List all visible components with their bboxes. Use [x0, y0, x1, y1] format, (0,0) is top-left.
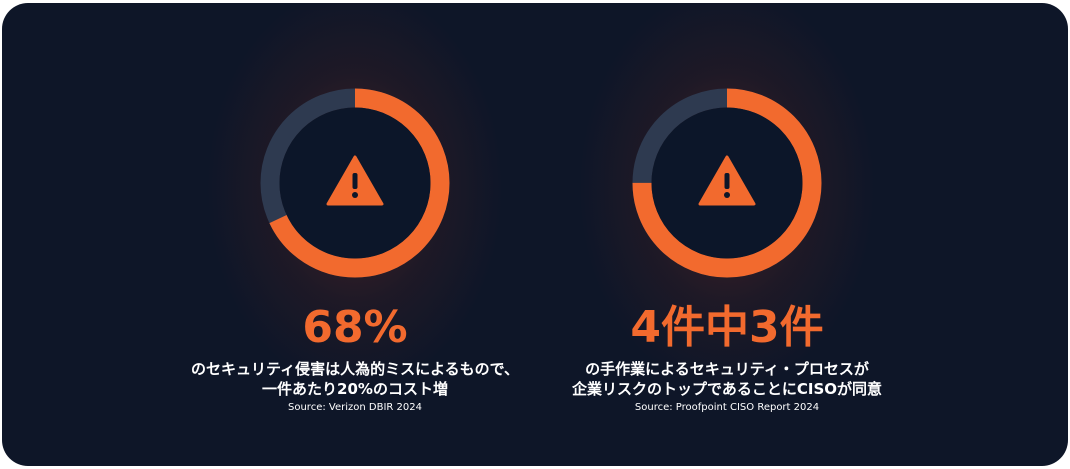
donut-fill: [632, 88, 822, 278]
stat-source: Source: Proofpoint CISO Report 2024: [634, 402, 820, 413]
stat-card-manual-process: 4件中3件 の手作業によるセキュリティ・プロセスが 企業リスクのトップであること…: [517, 3, 937, 466]
description-line: のセキュリティ侵害は人為的ミスによるもので、: [190, 360, 520, 378]
stat-description: のセキュリティ侵害は人為的ミスによるもので、 一件あたり20%のコスト増: [145, 359, 565, 399]
stats-panel: 68% のセキュリティ侵害は人為的ミスによるもので、 一件あたり20%のコスト増…: [2, 3, 1068, 466]
stat-description: の手作業によるセキュリティ・プロセスが 企業リスクのトップであることにCISOが…: [517, 359, 937, 399]
stat-card-human-error: 68% のセキュリティ侵害は人為的ミスによるもので、 一件あたり20%のコスト増…: [145, 3, 565, 466]
warning-icon: [698, 155, 756, 206]
stat-headline: 4件中3件: [630, 302, 824, 353]
description-line: 企業リスクのトップであることにCISOが同意: [572, 380, 882, 398]
stat-headline: 68%: [302, 302, 408, 353]
donut-chart: [632, 88, 822, 278]
description-line: の手作業によるセキュリティ・プロセスが: [585, 360, 869, 378]
warning-icon: [326, 155, 384, 206]
stat-source: Source: Verizon DBIR 2024: [288, 402, 422, 413]
donut-chart: [260, 88, 450, 278]
description-line: 一件あたり20%のコスト増: [262, 380, 448, 398]
donut-fill: [260, 88, 450, 278]
